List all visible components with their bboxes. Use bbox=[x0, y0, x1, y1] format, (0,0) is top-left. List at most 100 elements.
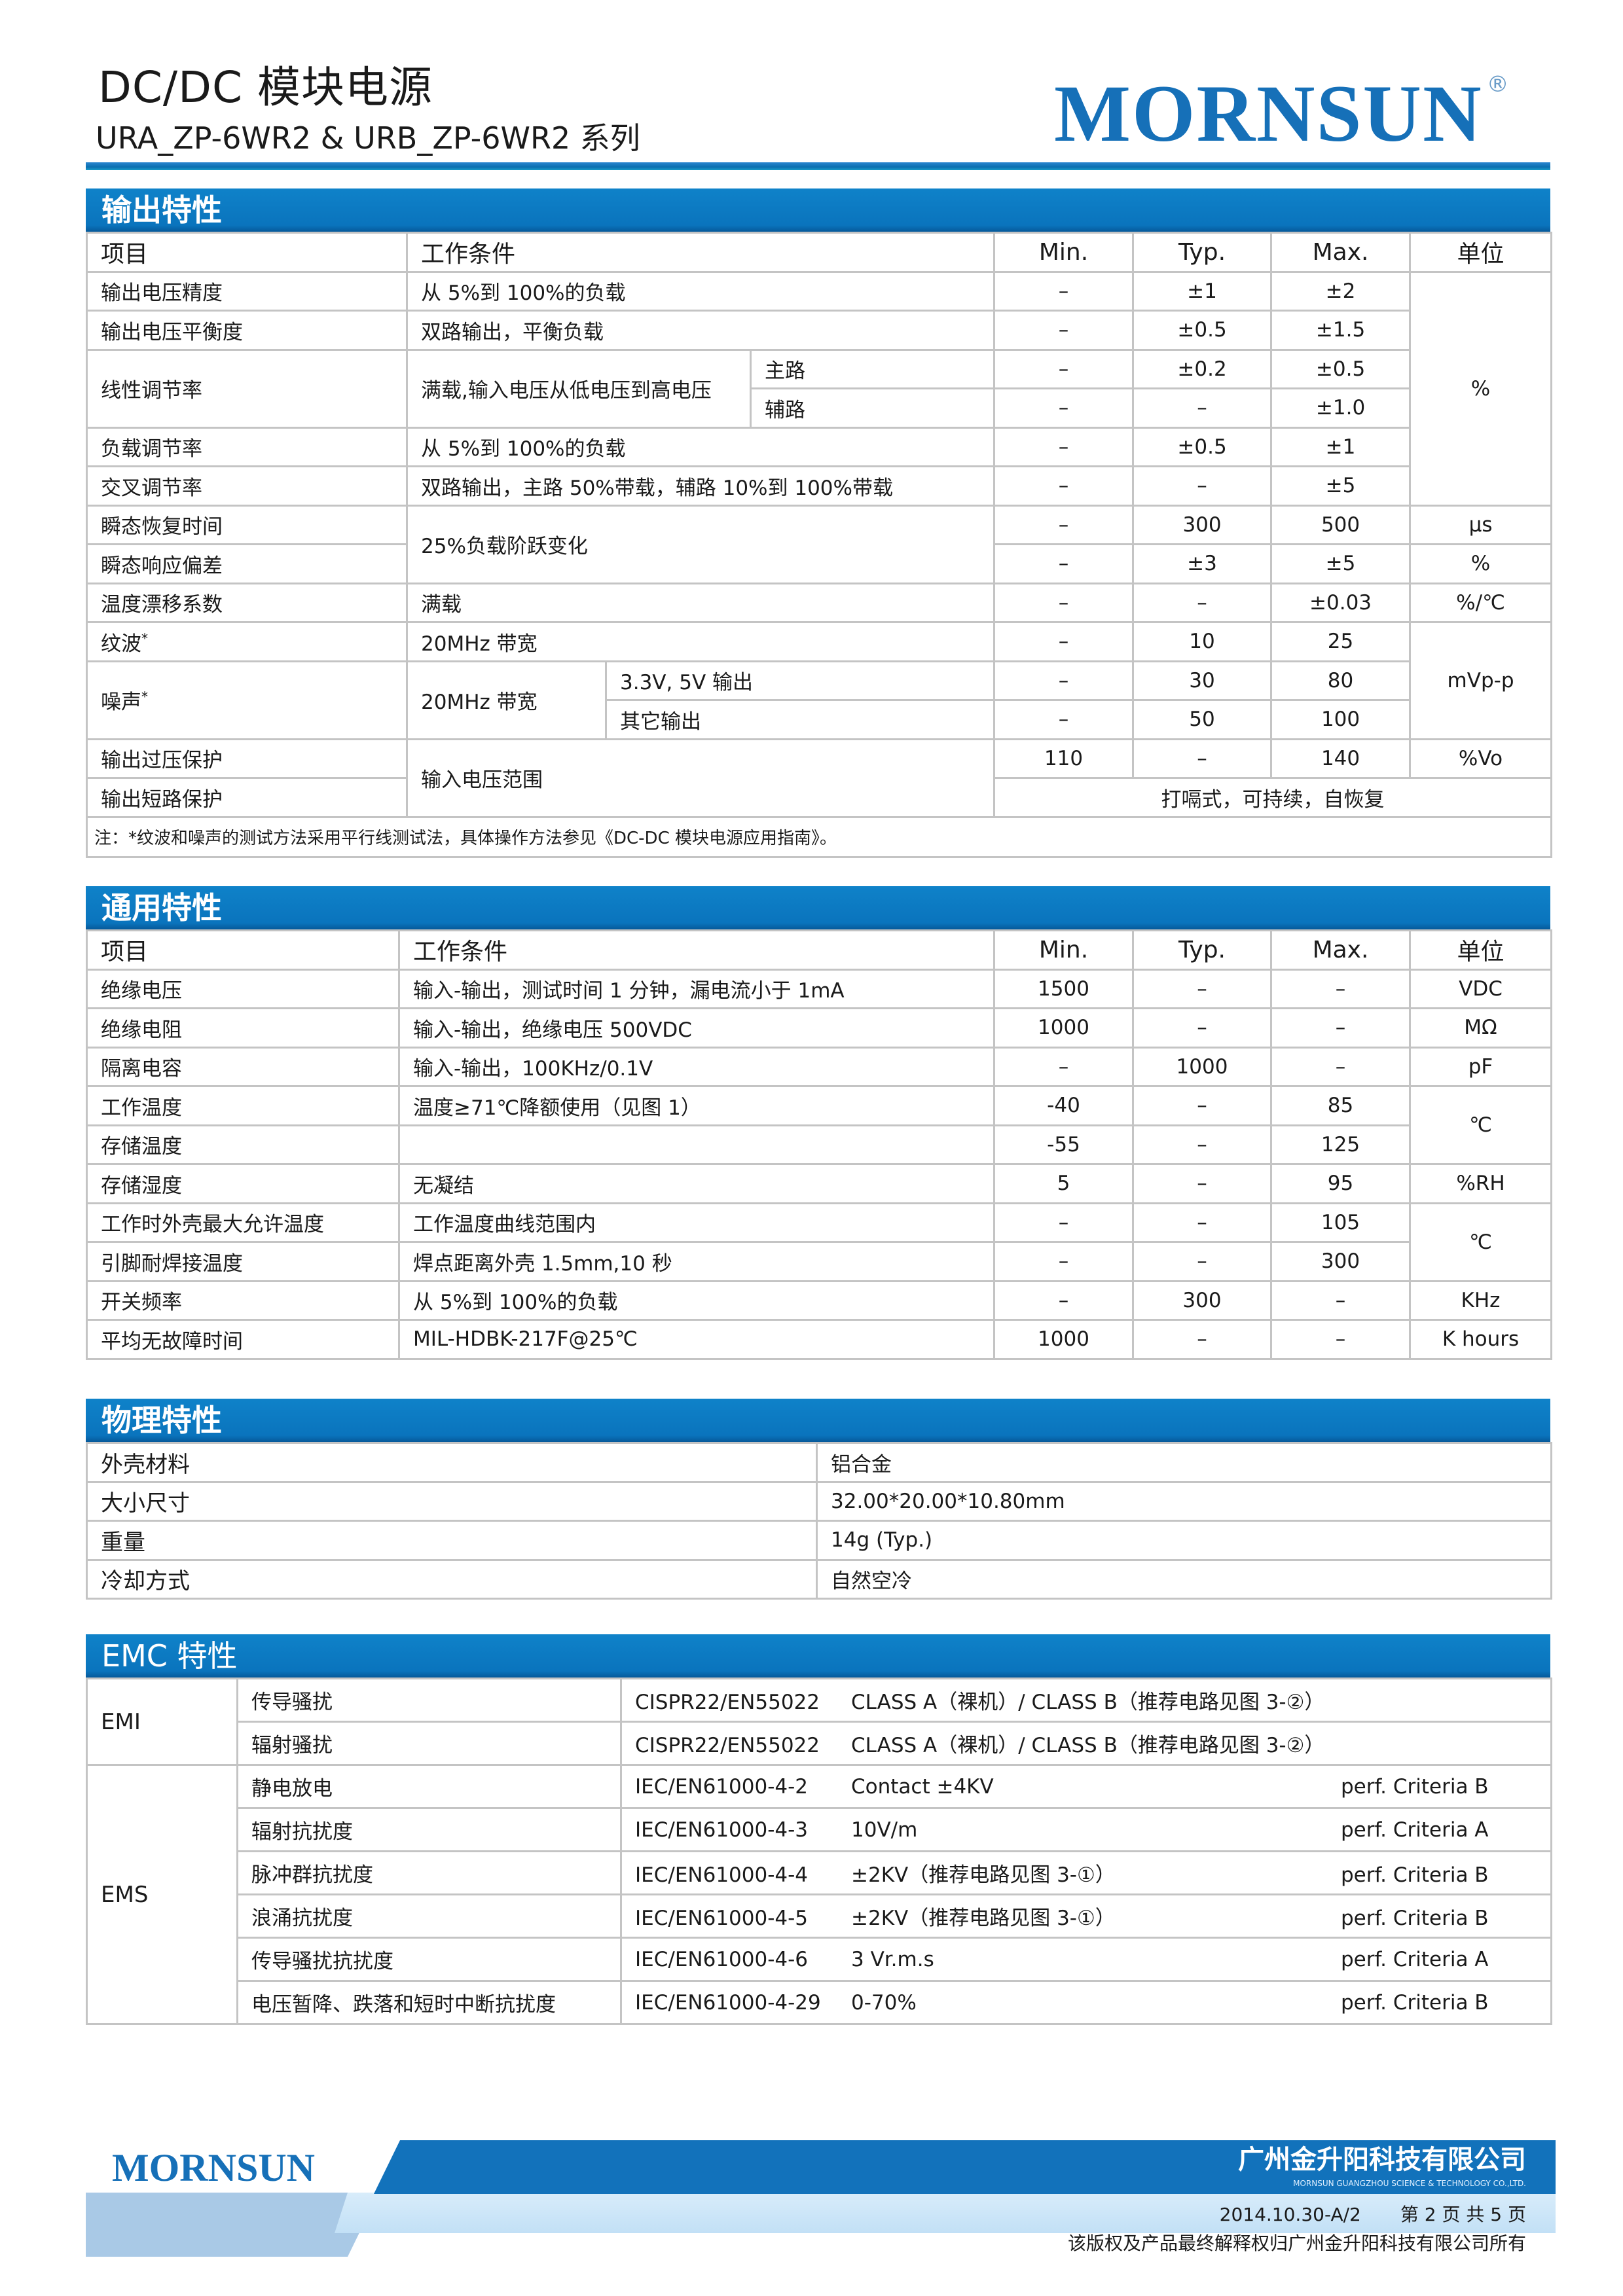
table-header-row: 项目 工作条件 Min. Typ. Max. 单位 bbox=[86, 929, 1552, 971]
footer-blue-band bbox=[374, 2140, 1556, 2194]
item-cell: 冷却方式 bbox=[86, 1558, 818, 1600]
table-row: 浪涌抗扰度 IEC/EN61000-4-5 ±2KV（推荐电路见图 3-①） perf… bbox=[87, 1893, 1552, 1939]
unit-cell: KHz bbox=[1409, 1280, 1552, 1321]
typ-cell: ±1 bbox=[1132, 270, 1273, 312]
condition-cell: 满载 bbox=[405, 582, 996, 623]
value-cell: 自然空冷 bbox=[816, 1558, 1552, 1600]
typ-cell: – bbox=[1132, 582, 1273, 623]
item-cell: 存储湿度 bbox=[86, 1163, 400, 1204]
footer-dateline: 2014.10.30-A/2 第 2 页 共 5 页 bbox=[1220, 2206, 1526, 2224]
typ-cell: – bbox=[1132, 1241, 1272, 1282]
sub-condition-cell: 主路 bbox=[749, 348, 996, 389]
condition-cell: 从 5%到 100%的负载 bbox=[405, 270, 996, 312]
standard-cell: IEC/EN61000-4-6 3 Vr.m.s perf. Criteria A bbox=[620, 1937, 1552, 1982]
min-cell: – bbox=[993, 699, 1135, 740]
item-cell: 噪声* bbox=[86, 660, 408, 740]
table-row: 脉冲群抗扰度 IEC/EN61000-4-4 ±2KV（推荐电路见图 3-①） per… bbox=[87, 1850, 1552, 1895]
max-cell: – bbox=[1270, 1319, 1411, 1360]
condition-cell: 双路输出，平衡负载 bbox=[405, 310, 996, 351]
min-cell: – bbox=[993, 426, 1135, 467]
copyright-notice: 该版权及产品最终解释权归广州金升阳科技有限公司所有 bbox=[1067, 2233, 1526, 2254]
emi-label: EMI bbox=[86, 1677, 238, 1766]
test-item-cell: 辐射骚扰 bbox=[236, 1721, 622, 1766]
max-cell: 95 bbox=[1270, 1163, 1411, 1204]
company-name: 广州金升阳科技有限公司 bbox=[1238, 2145, 1526, 2175]
table-row: 传导骚扰抗扰度 IEC/EN61000-4-6 3 Vr.m.s perf. Crit… bbox=[87, 1937, 1552, 1982]
table-row: 辐射骚扰 CISPR22/EN55022 CLASS A（裸机）/ CLASS B（… bbox=[87, 1721, 1552, 1766]
condition-cell: 20MHz 带宽 bbox=[405, 621, 996, 662]
header-cell: Min. bbox=[993, 929, 1134, 971]
condition-cell: 输入-输出，测试时间 1 分钟，漏电流小于 1mA bbox=[398, 968, 995, 1009]
table-row: 绝缘电压 输入-输出，测试时间 1 分钟，漏电流小于 1mA 1500– – VDC bbox=[86, 968, 1552, 1009]
typ-cell: 30 bbox=[1132, 660, 1273, 701]
condition-cell: 20MHz 带宽 bbox=[406, 660, 607, 740]
item-cell: 绝缘电阻 bbox=[86, 1007, 400, 1049]
table-header-row: 项目 工作条件 Min. Typ. Max. 单位 bbox=[86, 232, 1553, 273]
header-cell: Max. bbox=[1270, 929, 1411, 971]
table-row: 输出过压保护 输入电压范围 110 – 140 %Vo bbox=[86, 738, 1553, 818]
max-cell: 300 bbox=[1270, 1241, 1411, 1282]
header-cell: 工作条件 bbox=[398, 929, 995, 971]
max-cell: 105 bbox=[1270, 1202, 1411, 1243]
min-cell: -55 bbox=[993, 1124, 1134, 1165]
condition-cell: 温度≥71℃降额使用（见图 1） bbox=[398, 1085, 995, 1126]
item-cell: 大小尺寸 bbox=[86, 1480, 818, 1522]
unit-cell: %RH bbox=[1409, 1163, 1552, 1204]
item-label: 纹波 bbox=[101, 632, 141, 656]
condition-cell: 输入-输出，100KHz/0.1V bbox=[398, 1046, 995, 1087]
table-row: 电压暂降、跌落和短时中断抗扰度 IEC/EN61000-4-29 0-70% perf… bbox=[87, 1980, 1552, 2025]
performance-criteria: perf. Criteria A bbox=[1341, 1947, 1489, 1971]
standard-cell: IEC/EN61000-4-3 10V/m perf. Criteria A bbox=[620, 1807, 1552, 1852]
section-title: EMC 特性 bbox=[86, 1634, 1550, 1677]
unit-cell: mVp-p bbox=[1409, 621, 1553, 740]
table-row: EMS 静电放电 IEC/EN61000-4-2 Contact ±4KV perf. … bbox=[86, 1764, 1552, 2025]
standard-cell: IEC/EN61000-4-29 0-70% perf. Criteria B bbox=[620, 1980, 1552, 2025]
table-row: 重量 14g (Typ.) bbox=[86, 1520, 1552, 1561]
item-cell: 输出过压保护 bbox=[86, 738, 408, 779]
min-cell: 1000 bbox=[993, 1319, 1134, 1360]
table-row: 负载调节率 从 5%到 100%的负载 – ±0.5 ±1 bbox=[86, 426, 1552, 467]
typ-cell: 1000 bbox=[1132, 1046, 1272, 1087]
item-cell: 温度漂移系数 bbox=[86, 582, 408, 623]
table-row: 噪声* 20MHz 带宽 3.3V, 5V 输出 – 30 80 bbox=[86, 660, 1552, 740]
header-divider bbox=[86, 162, 1550, 170]
test-level: 10V/m bbox=[851, 1818, 918, 1842]
sub-condition-cell: 其它输出 bbox=[604, 699, 996, 740]
header-cell: 单位 bbox=[1409, 232, 1553, 273]
typ-cell: – bbox=[1132, 968, 1272, 1009]
header-cell: Typ. bbox=[1132, 232, 1273, 273]
unit-cell: VDC bbox=[1409, 968, 1552, 1009]
typ-cell: – bbox=[1132, 738, 1273, 779]
standard-cell: IEC/EN61000-4-5 ±2KV（推荐电路见图 3-①） perf. Cri… bbox=[620, 1893, 1552, 1939]
min-cell: – bbox=[993, 621, 1135, 662]
header-cell: 单位 bbox=[1409, 929, 1552, 971]
registered-mark: ® bbox=[1486, 71, 1509, 98]
performance-criteria: perf. Criteria A bbox=[1341, 1818, 1489, 1842]
general-characteristics-section: 通用特性 项目 工作条件 Min. Typ. Max. 单位 绝缘电压 输入-输出… bbox=[86, 886, 1552, 1360]
typ-cell: ±0.2 bbox=[1132, 348, 1273, 389]
condition-cell: 输入电压范围 bbox=[405, 738, 996, 818]
output-characteristics-section: 输出特性 项目 工作条件 Min. Typ. Max. 单位 输出电压精度 从 … bbox=[85, 188, 1553, 858]
item-cell: 负载调节率 bbox=[86, 426, 408, 467]
item-cell: 隔离电容 bbox=[86, 1046, 400, 1087]
unit-cell: %/℃ bbox=[1409, 582, 1553, 623]
table-row: 外壳材料 铝合金 bbox=[86, 1442, 1552, 1483]
standard: IEC/EN61000-4-3 bbox=[635, 1818, 809, 1842]
physical-characteristics-section: 物理特性 外壳材料 铝合金 大小尺寸 32.00*20.00*10.80mm 重量 14g… bbox=[86, 1399, 1552, 1600]
standard-cell: CISPR22/EN55022 CLASS A（裸机）/ CLASS B（推荐电路… bbox=[620, 1721, 1552, 1766]
sub-condition-cell: 辅路 bbox=[749, 387, 996, 429]
header-cell: 工作条件 bbox=[405, 232, 996, 273]
footnote: 注：*纹波和噪声的测试方法采用平行线测试法，具体操作方法参见《DC-DC 模块电… bbox=[85, 816, 1553, 858]
typ-cell: 10 bbox=[1132, 621, 1273, 662]
item-cell: 存储温度 bbox=[86, 1124, 400, 1165]
unit-cell: % bbox=[1409, 270, 1553, 507]
max-cell: ±0.5 bbox=[1270, 348, 1412, 389]
footer-banner bbox=[86, 2140, 1556, 2257]
emc-characteristics-section: EMC 特性 EMI 传导骚扰 CISPR22/EN55022 CLASS A（裸机）… bbox=[86, 1634, 1552, 2025]
condition-cell: 工作温度曲线范围内 bbox=[398, 1202, 995, 1243]
typ-cell: 300 bbox=[1132, 504, 1273, 545]
max-cell: 140 bbox=[1270, 738, 1412, 779]
section-title: 通用特性 bbox=[86, 886, 1550, 929]
item-cell: 工作温度 bbox=[86, 1085, 400, 1126]
table-row: 冷却方式 自然空冷 bbox=[86, 1558, 1552, 1600]
